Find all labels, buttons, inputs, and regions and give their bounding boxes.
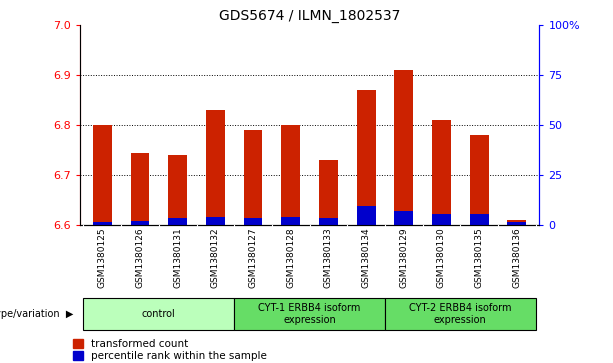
Text: GSM1380126: GSM1380126 <box>135 227 145 288</box>
Bar <box>470 214 489 225</box>
Bar <box>357 90 376 225</box>
Bar <box>319 218 338 225</box>
Bar <box>93 125 112 225</box>
Bar <box>206 110 225 225</box>
Bar <box>394 211 413 225</box>
Text: GSM1380130: GSM1380130 <box>437 227 446 288</box>
Bar <box>319 160 338 225</box>
Bar <box>394 70 413 225</box>
Bar <box>281 217 300 225</box>
Bar <box>281 125 300 225</box>
Text: GSM1380133: GSM1380133 <box>324 227 333 288</box>
Text: GSM1380135: GSM1380135 <box>474 227 484 288</box>
Bar <box>508 222 526 225</box>
Text: GSM1380129: GSM1380129 <box>399 227 408 288</box>
Bar <box>93 222 112 225</box>
Legend: transformed count, percentile rank within the sample: transformed count, percentile rank withi… <box>72 339 267 361</box>
Text: CYT-2 ERBB4 isoform
expression: CYT-2 ERBB4 isoform expression <box>409 303 512 325</box>
Text: GSM1380132: GSM1380132 <box>211 227 220 288</box>
Bar <box>357 206 376 225</box>
Bar <box>131 153 150 225</box>
Bar <box>432 214 451 225</box>
Bar <box>508 220 526 225</box>
Text: genotype/variation  ▶: genotype/variation ▶ <box>0 309 74 319</box>
Text: CYT-1 ERBB4 isoform
expression: CYT-1 ERBB4 isoform expression <box>258 303 361 325</box>
Text: GSM1380125: GSM1380125 <box>98 227 107 288</box>
Bar <box>206 217 225 225</box>
Bar <box>168 218 187 225</box>
Bar <box>243 218 262 225</box>
Text: GSM1380127: GSM1380127 <box>248 227 257 288</box>
Bar <box>243 130 262 225</box>
Text: GSM1380134: GSM1380134 <box>362 227 371 288</box>
Bar <box>432 120 451 225</box>
Bar <box>131 221 150 225</box>
Text: control: control <box>142 309 176 319</box>
Bar <box>234 298 385 330</box>
Bar <box>385 298 536 330</box>
Bar <box>168 155 187 225</box>
Text: GSM1380136: GSM1380136 <box>512 227 521 288</box>
Title: GDS5674 / ILMN_1802537: GDS5674 / ILMN_1802537 <box>219 9 400 23</box>
Text: GSM1380128: GSM1380128 <box>286 227 295 288</box>
Bar <box>470 135 489 225</box>
Text: GSM1380131: GSM1380131 <box>173 227 182 288</box>
Bar <box>83 298 234 330</box>
